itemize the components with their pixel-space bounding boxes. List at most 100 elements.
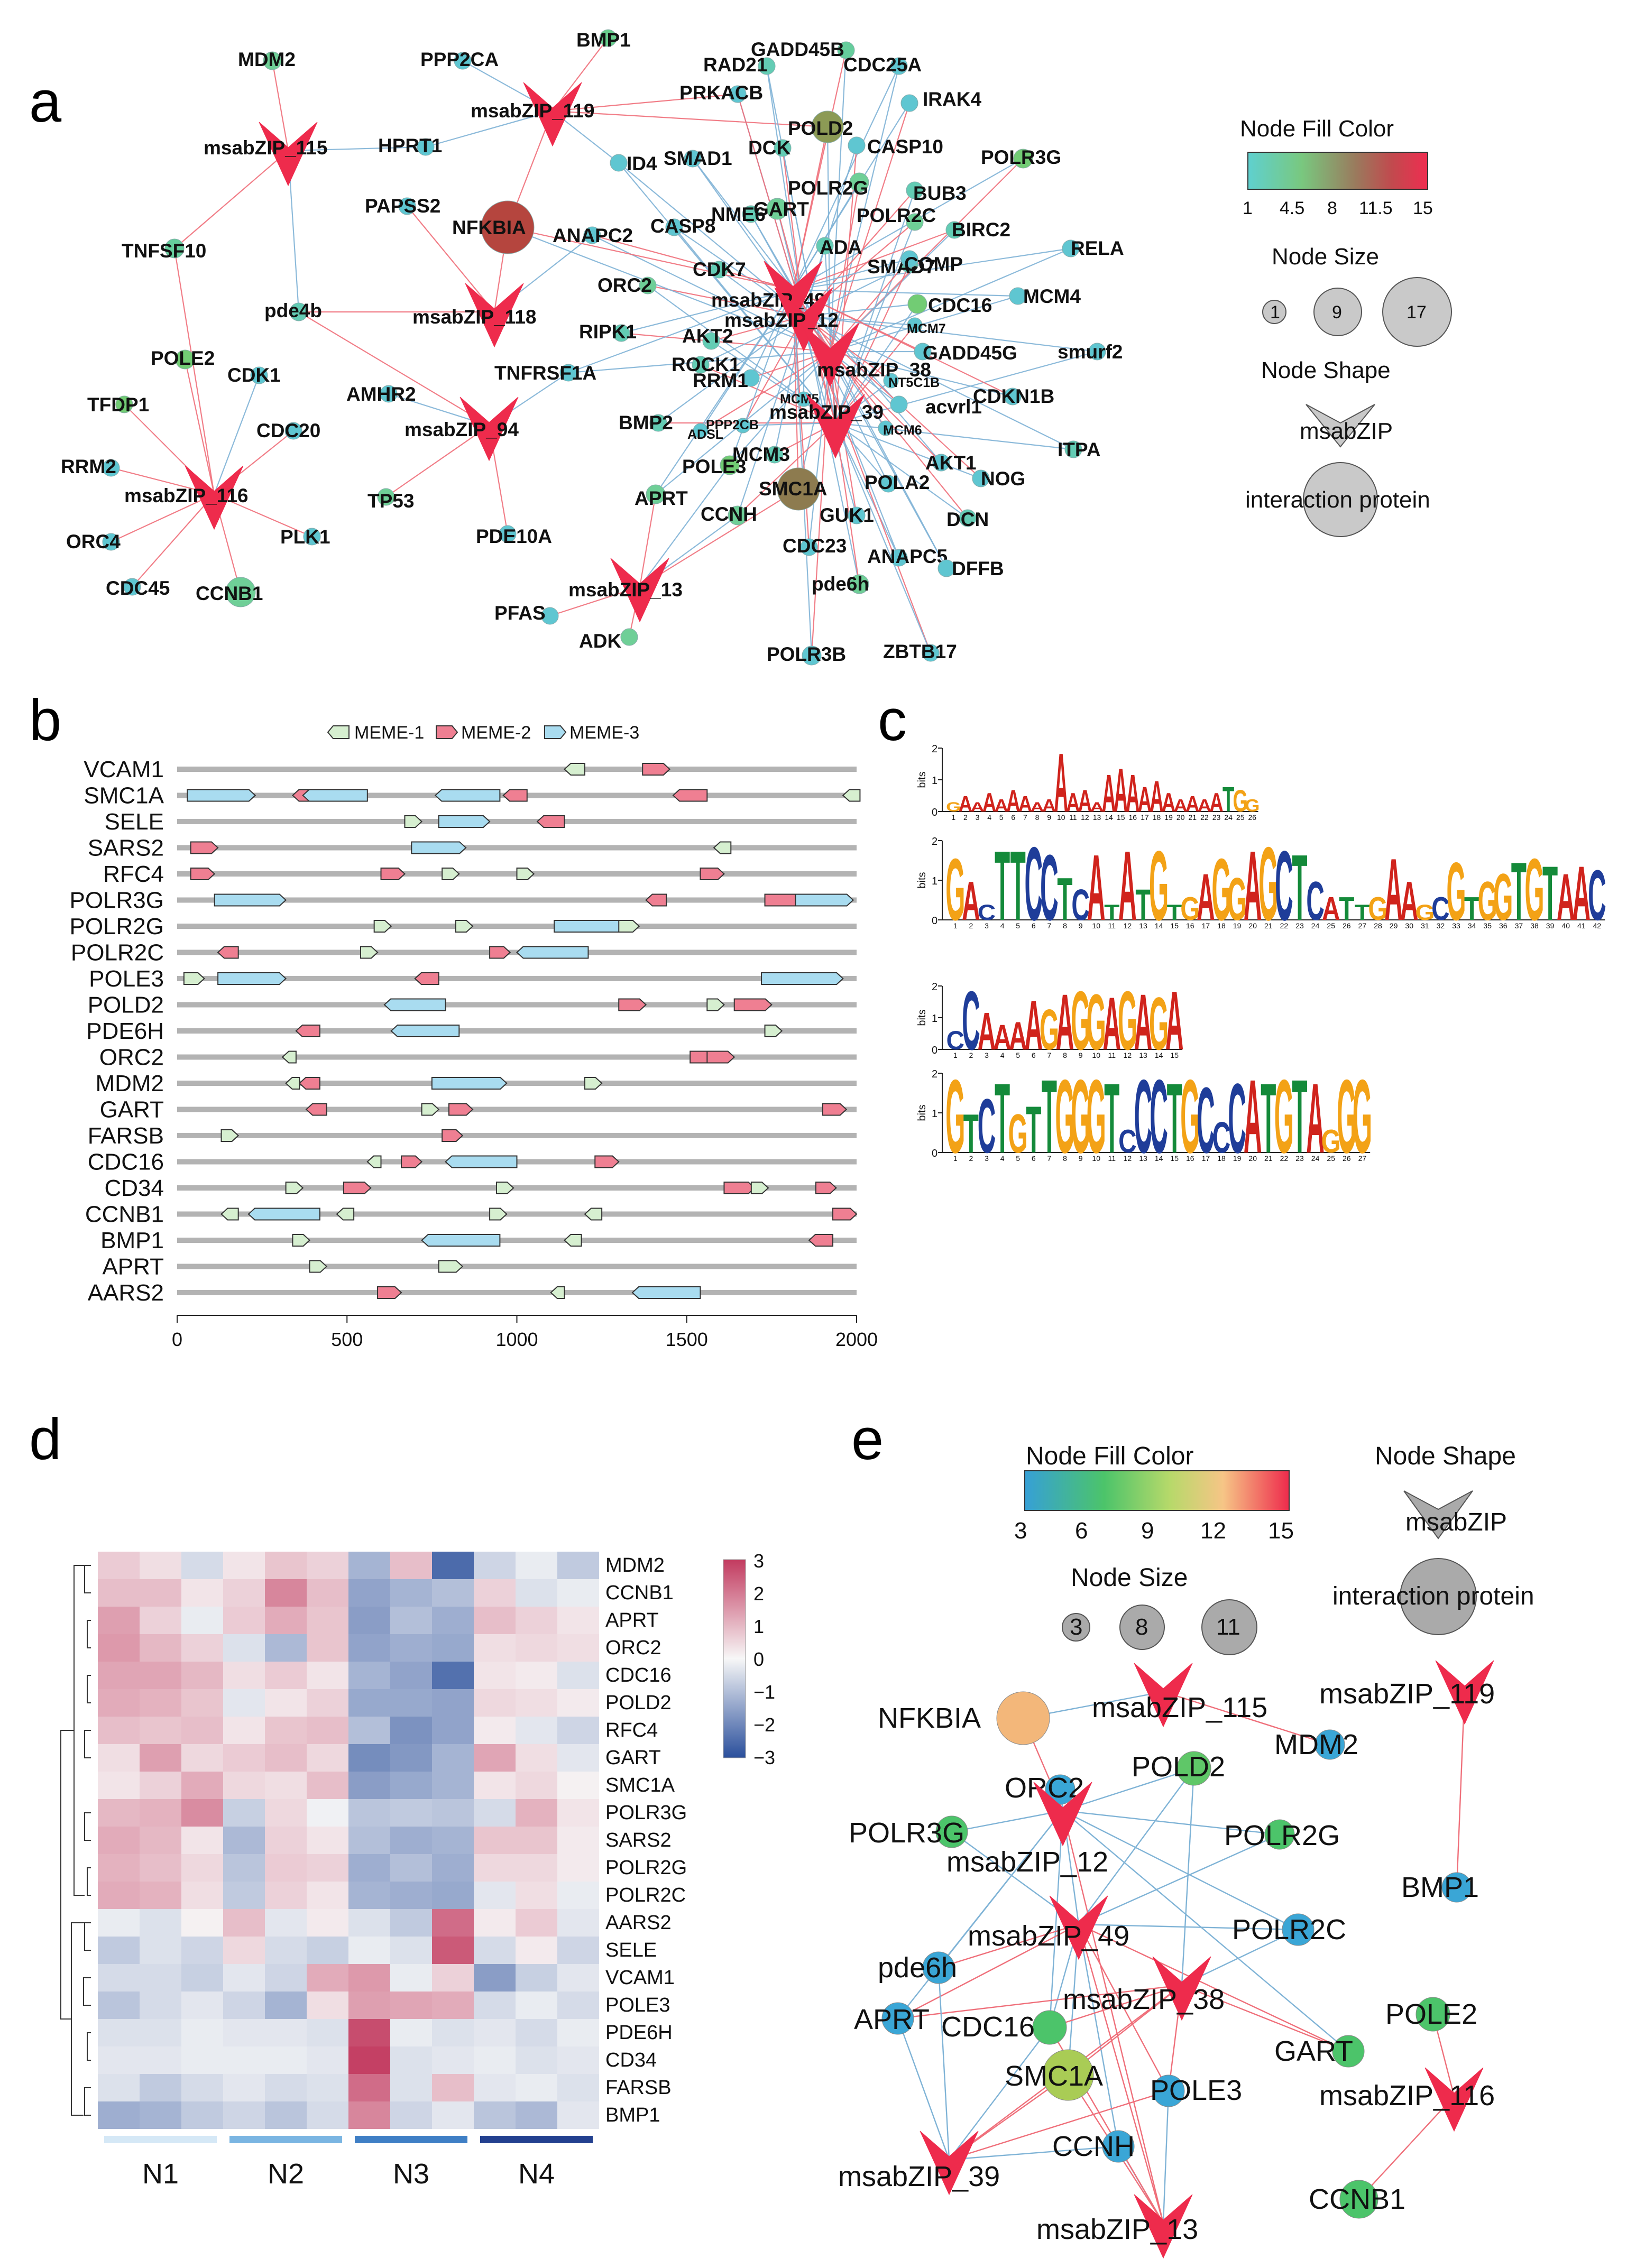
network-a-node-PLK1[interactable] bbox=[303, 528, 321, 546]
network-a-node-ZBTB17[interactable] bbox=[922, 644, 940, 662]
network-a-node-MCM4[interactable] bbox=[1009, 287, 1027, 305]
network-e-node-POLR3G[interactable] bbox=[935, 1815, 968, 1848]
network-e-hub-e38[interactable] bbox=[1152, 1956, 1211, 2021]
network-a-node-CDK1[interactable] bbox=[250, 366, 268, 384]
network-a-node-SMAD1[interactable] bbox=[684, 150, 702, 168]
network-a-node-RELA[interactable] bbox=[1062, 239, 1080, 257]
network-a-node-HPRT1[interactable] bbox=[417, 138, 435, 156]
network-a-hub-h13[interactable] bbox=[610, 558, 669, 623]
network-a-node-NT5C1B[interactable] bbox=[883, 373, 899, 389]
network-a-node-GADD45B[interactable] bbox=[837, 41, 855, 59]
network-a-node-CDC16[interactable] bbox=[907, 294, 927, 314]
network-a-node-TFDP1[interactable] bbox=[115, 395, 133, 413]
network-a-node-TNFSF10[interactable] bbox=[164, 238, 185, 259]
network-a-node-RIPK1[interactable] bbox=[612, 324, 630, 342]
network-a-node-POLR3B[interactable] bbox=[802, 646, 822, 666]
network-a-node-DFFB[interactable] bbox=[937, 559, 955, 577]
network-a-hub-h38[interactable] bbox=[801, 322, 860, 388]
network-a-node-BMP1[interactable] bbox=[599, 29, 617, 47]
network-a-node-DCK[interactable] bbox=[774, 139, 792, 157]
network-a-node-APRT[interactable] bbox=[646, 484, 666, 504]
network-e-node-pde6h[interactable] bbox=[922, 1951, 955, 1984]
network-a-node-ID4[interactable] bbox=[610, 154, 628, 172]
network-a-hub-h116[interactable] bbox=[185, 465, 244, 530]
network-a-node-POLD2[interactable] bbox=[811, 110, 844, 143]
network-a-node-ORC4[interactable] bbox=[102, 533, 120, 551]
network-e-hub-e39[interactable] bbox=[920, 2131, 979, 2196]
network-a-node-PPP2CA[interactable] bbox=[454, 52, 472, 70]
network-a-node-CDC20[interactable] bbox=[284, 422, 302, 440]
network-a-hub-h94[interactable] bbox=[459, 397, 519, 462]
network-a-node-CDKN1B[interactable] bbox=[1004, 388, 1022, 405]
network-a-node-POLR3G[interactable] bbox=[1013, 149, 1033, 169]
network-e-node-POLR2G[interactable] bbox=[1264, 1819, 1295, 1850]
network-e-hub-e12[interactable] bbox=[1033, 1782, 1092, 1847]
network-a-node-ANAPC5[interactable] bbox=[890, 549, 908, 567]
network-e-hub-e115[interactable] bbox=[1134, 1663, 1193, 1728]
network-a-node-AMHR2[interactable] bbox=[380, 385, 398, 403]
network-a-node-CDC45[interactable] bbox=[123, 578, 141, 596]
network-a-node-RAD21[interactable] bbox=[758, 57, 776, 75]
network-a-node-PRKACB[interactable] bbox=[729, 85, 747, 103]
network-a-node-PFAS[interactable] bbox=[541, 607, 559, 625]
network-a-node-PAPSS2[interactable] bbox=[398, 197, 416, 215]
network-a-node-BMP2[interactable] bbox=[649, 414, 667, 432]
network-a-node-ADK[interactable] bbox=[620, 628, 638, 646]
network-a-node-DCN[interactable] bbox=[959, 509, 977, 527]
network-a-node-acvrl1[interactable] bbox=[890, 395, 908, 413]
network-e-node-POLR2C[interactable] bbox=[1282, 1913, 1315, 1946]
network-a-node-COMP[interactable] bbox=[900, 250, 918, 268]
network-a-node-CDC25A[interactable] bbox=[890, 57, 908, 75]
network-e-node-NFKBIA[interactable] bbox=[996, 1691, 1050, 1745]
network-a-node-pde4b[interactable] bbox=[289, 302, 308, 321]
network-e-node-POLD2[interactable] bbox=[1176, 1751, 1211, 1786]
network-a-node-CASP10[interactable] bbox=[848, 136, 866, 154]
network-a-node-MDM2[interactable] bbox=[263, 51, 282, 70]
network-a-node-CASP8[interactable] bbox=[665, 218, 683, 236]
network-a-node-ANAPC2[interactable] bbox=[583, 226, 601, 244]
network-a-node-GADD45G[interactable] bbox=[914, 343, 932, 361]
network-a-node-TP53[interactable] bbox=[377, 488, 395, 506]
network-e-node-POLE2[interactable] bbox=[1415, 1997, 1450, 2032]
network-a-node-BIRC2[interactable] bbox=[945, 221, 963, 239]
network-e-hub-e49[interactable] bbox=[1049, 1895, 1108, 1960]
network-a-node-ROCK1[interactable] bbox=[692, 356, 710, 374]
network-e-node-BMP1[interactable] bbox=[1441, 1872, 1472, 1903]
network-a-node-GUK1[interactable] bbox=[848, 506, 866, 524]
network-e-hub-e13[interactable] bbox=[1134, 2194, 1193, 2259]
network-e-node-MDM2[interactable] bbox=[1315, 1729, 1345, 1760]
network-a-node-TNFRSF1A[interactable] bbox=[559, 364, 577, 382]
network-a-node-POLR2G[interactable] bbox=[849, 172, 869, 192]
network-a-node-RRM2[interactable] bbox=[102, 459, 120, 477]
network-a-node-POLR2C[interactable] bbox=[906, 213, 924, 231]
network-a-node-AKT1[interactable] bbox=[932, 454, 950, 472]
network-e-node-CDC16[interactable] bbox=[1032, 2010, 1067, 2045]
network-a-node-ADSL[interactable] bbox=[693, 423, 709, 439]
network-a-node-MCM6[interactable] bbox=[878, 420, 894, 436]
network-a-node-POLE3[interactable] bbox=[720, 455, 740, 475]
network-a-hub-h39[interactable] bbox=[806, 394, 865, 459]
network-a-node-GART[interactable] bbox=[766, 198, 788, 220]
network-a-node-NME6[interactable] bbox=[742, 205, 760, 223]
network-a-node-MCM3[interactable] bbox=[766, 446, 784, 464]
network-a-node-BUB3[interactable] bbox=[906, 181, 924, 199]
network-a-node-SMC1A[interactable] bbox=[777, 467, 820, 511]
network-a-hub-h119[interactable] bbox=[523, 82, 582, 147]
network-a-node-AKT2[interactable] bbox=[702, 332, 720, 350]
network-a-node-ORC2[interactable] bbox=[639, 276, 657, 294]
network-a-hub-h115[interactable] bbox=[259, 122, 318, 187]
network-a-node-CCNH[interactable] bbox=[728, 505, 748, 525]
network-e-node-POLE3[interactable] bbox=[1152, 2075, 1185, 2107]
network-a-node-pde6h[interactable] bbox=[849, 574, 869, 594]
network-a-node-NFKBIA[interactable] bbox=[481, 200, 535, 254]
network-a-node-CCNB1[interactable] bbox=[225, 577, 256, 607]
network-a-node-ITPA[interactable] bbox=[1064, 440, 1082, 458]
network-a-hub-h118[interactable] bbox=[465, 283, 524, 348]
network-a-node-PDE10A[interactable] bbox=[499, 525, 517, 543]
network-e-node-ORC2[interactable] bbox=[1045, 1774, 1076, 1805]
network-a-node-POLE2[interactable] bbox=[175, 349, 195, 370]
network-a-node-ADA[interactable] bbox=[816, 237, 834, 255]
network-a-node-PPP2CB[interactable] bbox=[735, 418, 751, 434]
network-e-node-SMC1A[interactable] bbox=[1042, 2049, 1094, 2101]
network-a-node-CDC23[interactable] bbox=[800, 538, 818, 556]
